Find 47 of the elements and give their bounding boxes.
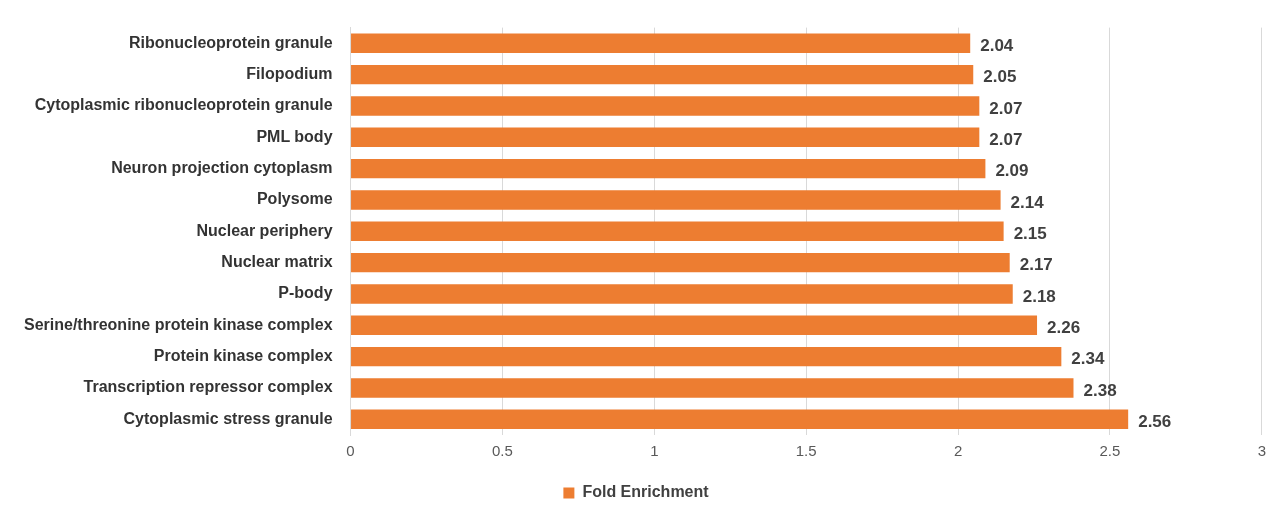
x-tick-label: 3 — [1257, 442, 1266, 460]
y-tick-label: Nuclear matrix — [221, 253, 333, 271]
bar — [351, 96, 980, 116]
legend-label: Fold Enrichment — [582, 483, 710, 501]
x-tick-label: 0.5 — [491, 442, 513, 460]
y-tick-label: Nuclear periphery — [196, 221, 333, 239]
y-tick-label: Transcription repressor complex — [83, 378, 333, 396]
y-tick-label: Protein kinase complex — [153, 347, 333, 365]
y-tick-label: Filopodium — [246, 65, 333, 83]
data-label: 2.15 — [1013, 223, 1047, 243]
bar — [351, 378, 1074, 398]
bar — [351, 190, 1001, 210]
x-tick-label: 2 — [953, 442, 963, 460]
data-label: 2.17 — [1019, 255, 1053, 275]
bar — [351, 346, 1062, 367]
y-tick-label: PML body — [256, 127, 333, 145]
bar — [351, 409, 1129, 430]
bar — [351, 158, 986, 179]
data-label: 2.09 — [995, 161, 1029, 181]
data-label: 2.07 — [989, 98, 1023, 118]
y-tick-label: Serine/threonine protein kinase complex — [24, 315, 333, 333]
bar — [351, 33, 971, 53]
data-label: 2.05 — [983, 67, 1017, 87]
data-label: 2.04 — [980, 35, 1014, 55]
bar — [351, 221, 1004, 242]
x-tick-label: 0 — [346, 442, 355, 460]
bar — [351, 64, 974, 85]
data-label: 2.18 — [1022, 286, 1056, 306]
bar — [351, 252, 1010, 273]
x-tick-label: 1 — [650, 442, 659, 460]
bar — [351, 127, 980, 147]
data-label: 2.38 — [1083, 380, 1117, 400]
data-label: 2.26 — [1047, 318, 1081, 337]
bar — [351, 284, 1013, 304]
y-tick-label: Cytoplasmic ribonucleoprotein granule — [34, 96, 333, 114]
y-tick-label: Cytoplasmic stress granule — [123, 409, 333, 427]
y-tick-label: Ribonucleoprotein granule — [128, 33, 333, 51]
y-tick-label: P-body — [278, 284, 333, 302]
x-tick-label: 2.5 — [1099, 442, 1121, 460]
data-label: 2.56 — [1138, 412, 1172, 432]
bar — [351, 315, 1038, 336]
x-tick-label: 1.5 — [795, 442, 817, 460]
data-label: 2.34 — [1071, 349, 1105, 369]
y-tick-label: Polysome — [256, 190, 333, 208]
data-label: 2.07 — [989, 129, 1023, 149]
data-label: 2.14 — [1010, 192, 1045, 212]
y-tick-label: Neuron projection cytoplasm — [111, 159, 333, 177]
